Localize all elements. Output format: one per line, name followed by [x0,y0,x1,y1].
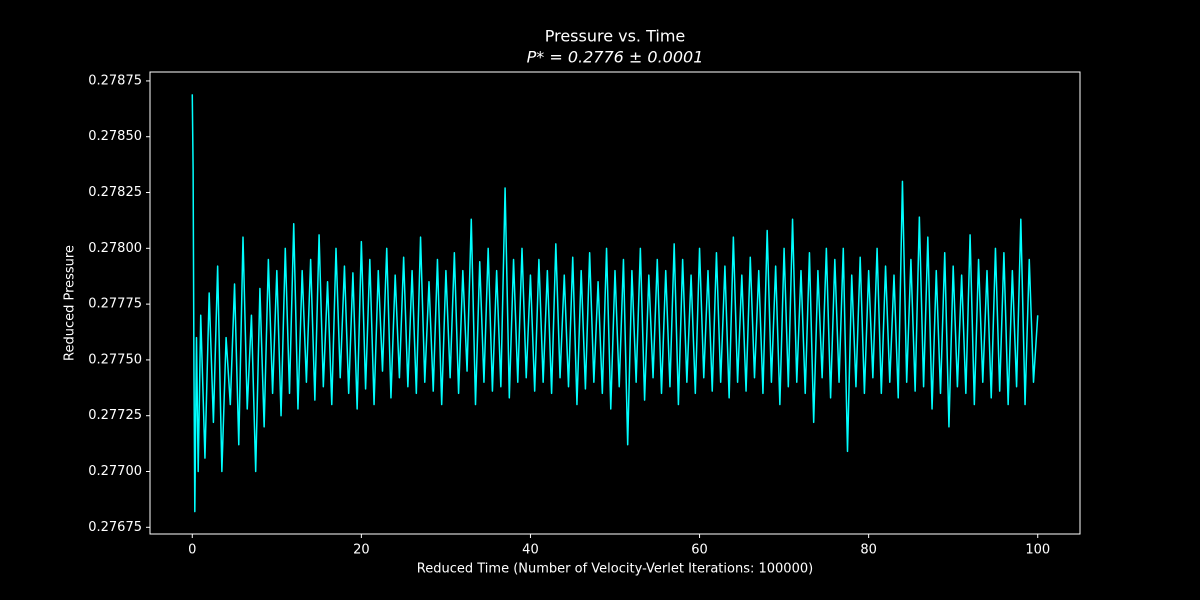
y-tick-label: 0.27700 [88,464,142,479]
x-tick-label: 20 [353,543,370,558]
x-tick-label: 40 [522,543,539,558]
y-tick-label: 0.27750 [88,352,142,367]
y-tick-label: 0.27825 [88,185,142,200]
x-tick-label: 0 [188,543,196,558]
y-tick-label: 0.27775 [88,297,142,312]
y-tick-label: 0.27875 [88,73,142,88]
x-tick-label: 100 [1025,543,1050,558]
x-tick-label: 60 [691,543,708,558]
x-axis-label: Reduced Time (Number of Velocity-Verlet … [417,562,813,577]
y-tick-label: 0.27850 [88,129,142,144]
chart-subtitle: P* = 0.2776 ± 0.0001 [527,48,704,67]
y-tick-label: 0.27725 [88,408,142,423]
y-tick-label: 0.27800 [88,241,142,256]
plot-frame [149,71,1081,535]
y-tick-label: 0.27675 [88,520,142,535]
data-line [191,94,1039,513]
chart-title: Pressure vs. Time [545,27,686,46]
x-tick-label: 80 [860,543,877,558]
y-axis-label: Reduced Pressure [63,245,78,361]
